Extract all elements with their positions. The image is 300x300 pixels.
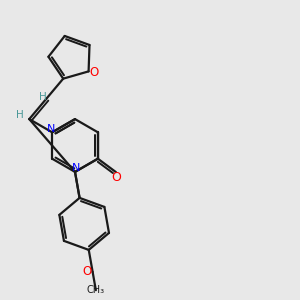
Text: O: O xyxy=(82,266,92,278)
Text: N: N xyxy=(46,124,55,134)
Text: O: O xyxy=(89,66,99,80)
Text: H: H xyxy=(39,92,46,102)
Text: N: N xyxy=(71,163,80,173)
Text: H: H xyxy=(16,110,23,120)
Text: O: O xyxy=(111,171,121,184)
Text: CH₃: CH₃ xyxy=(87,285,105,295)
